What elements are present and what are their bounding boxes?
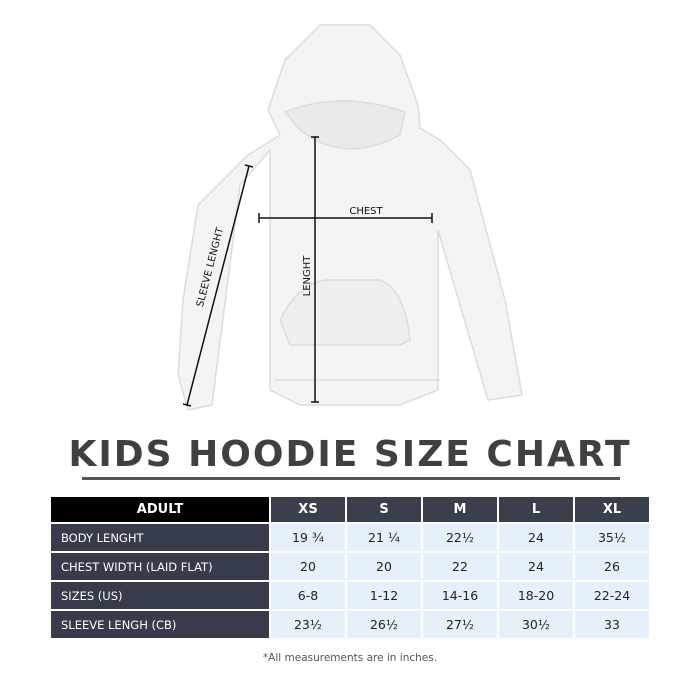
table-cell: 1-12 [347,582,421,609]
header-size: S [347,497,421,522]
table-row: CHEST WIDTH (LAID FLAT) 20 20 22 24 26 [51,553,649,580]
table-cell: 22 [423,553,497,580]
table-header-row: ADULT XS S M L XL [51,497,649,522]
header-size: M [423,497,497,522]
row-label: BODY LENGHT [51,524,269,551]
measurement-note: *All measurements are in inches. [262,652,438,664]
size-chart-table: ADULT XS S M L XL BODY LENGHT 19 ¾ 21 ¼ … [49,495,651,640]
table-cell: 18-20 [499,582,573,609]
table-cell: 22½ [423,524,497,551]
header-size: XL [575,497,649,522]
hoodie-diagram: CHEST LENGHT SLEEVE LENGHT [177,24,523,411]
table-row: SLEEVE LENGH (CB) 23½ 26½ 27½ 30½ 33 [51,611,649,638]
header-size: XS [271,497,345,522]
table-row: BODY LENGHT 19 ¾ 21 ¼ 22½ 24 35½ [51,524,649,551]
table-cell: 23½ [271,611,345,638]
table-cell: 24 [499,553,573,580]
table-cell: 24 [499,524,573,551]
row-label: SIZES (US) [51,582,269,609]
table-cell: 14-16 [423,582,497,609]
chest-label: CHEST [349,206,383,217]
title-underline [82,477,620,480]
table-cell: 26½ [347,611,421,638]
table-cell: 21 ¼ [347,524,421,551]
row-label: CHEST WIDTH (LAID FLAT) [51,553,269,580]
table-row: SIZES (US) 6-8 1-12 14-16 18-20 22-24 [51,582,649,609]
table-cell: 20 [347,553,421,580]
table-cell: 22-24 [575,582,649,609]
table-cell: 35½ [575,524,649,551]
table-cell: 30½ [499,611,573,638]
header-corner: ADULT [51,497,269,522]
table-cell: 26 [575,553,649,580]
length-label: LENGHT [302,255,313,297]
table-cell: 6-8 [271,582,345,609]
table-cell: 19 ¾ [271,524,345,551]
table-cell: 33 [575,611,649,638]
header-size: L [499,497,573,522]
page-title: KIDS HOODIE SIZE CHART [68,434,632,475]
table-cell: 20 [271,553,345,580]
row-label: SLEEVE LENGH (CB) [51,611,269,638]
table-cell: 27½ [423,611,497,638]
measurement-lines [182,136,433,407]
